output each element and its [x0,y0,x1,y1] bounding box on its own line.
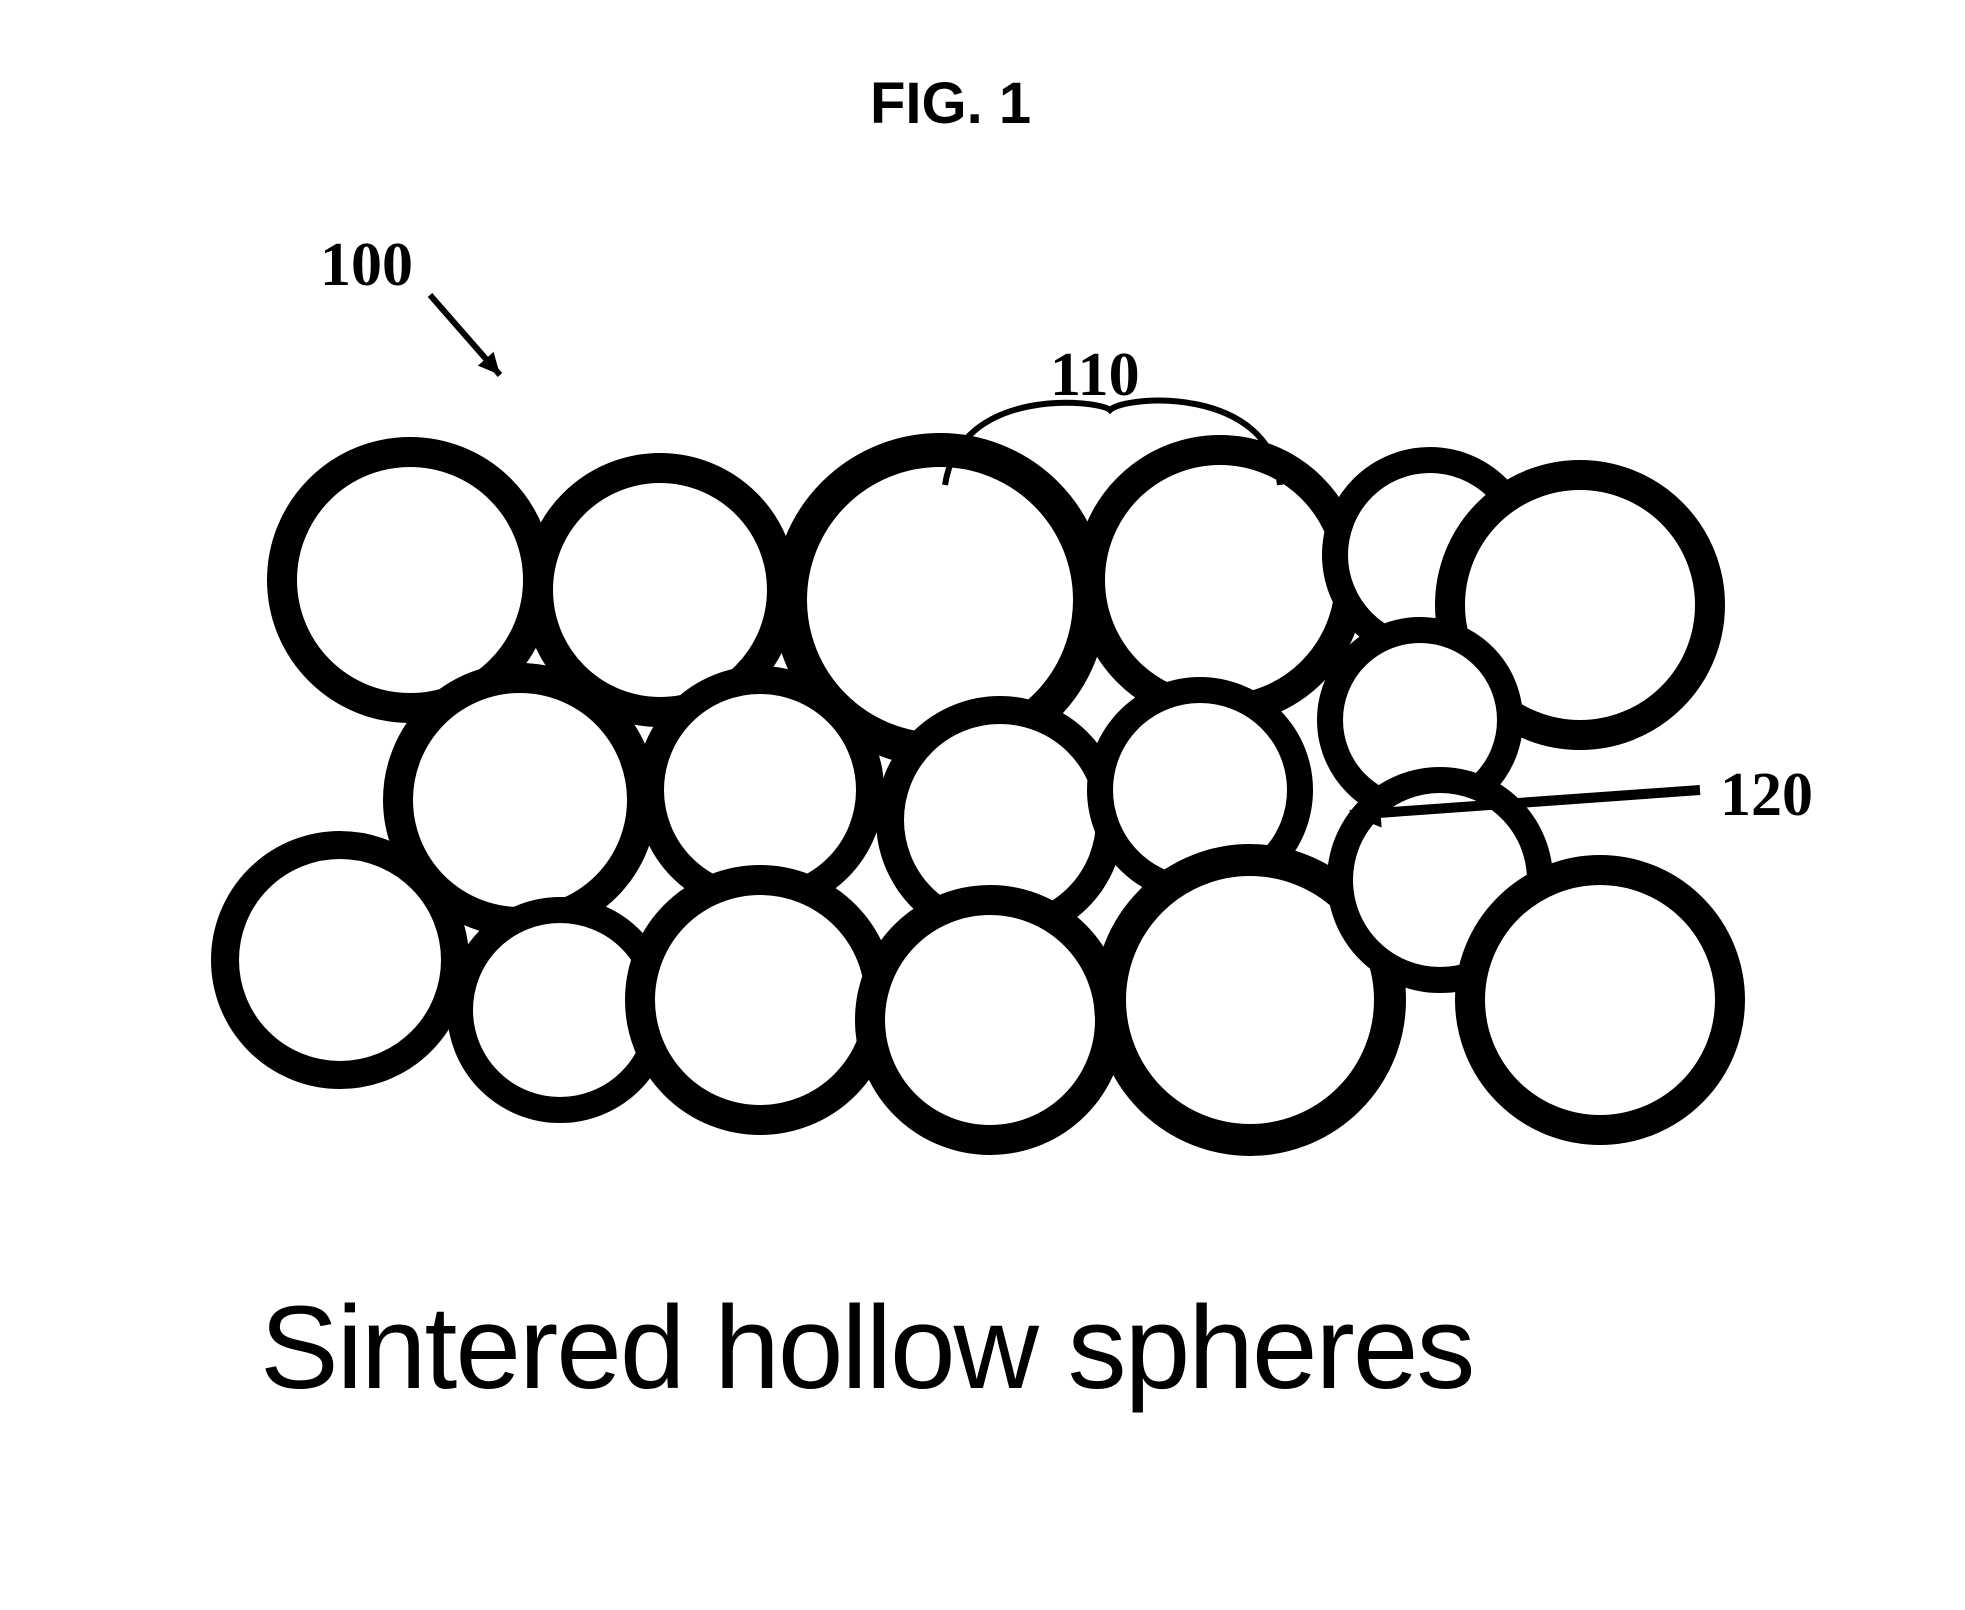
hollow-sphere [640,880,880,1120]
hollow-sphere [1470,870,1730,1130]
hollow-sphere [870,900,1110,1140]
figure-caption: Sintered hollow spheres [260,1280,1473,1416]
spheres-group [225,450,1730,1140]
hollow-sphere [1090,450,1350,710]
hollow-sphere [225,845,455,1075]
